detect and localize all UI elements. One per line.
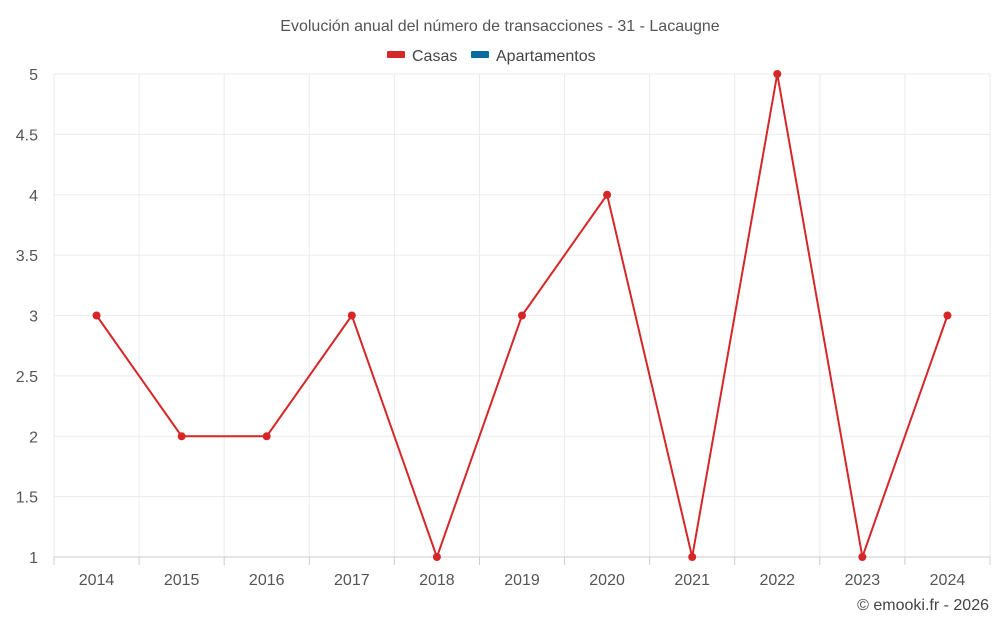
- data-point[interactable]: [688, 553, 697, 561]
- x-tick-label: 2020: [589, 572, 625, 589]
- data-point[interactable]: [603, 190, 612, 199]
- y-tick-label: 3: [29, 309, 38, 326]
- data-point[interactable]: [262, 432, 271, 441]
- data-point[interactable]: [177, 432, 186, 441]
- y-tick-label: 3.5: [16, 248, 38, 265]
- y-tick-label: 1.5: [16, 490, 38, 507]
- data-point[interactable]: [943, 311, 952, 320]
- x-tick-label: 2022: [759, 572, 795, 589]
- y-tick-label: 2: [29, 429, 38, 446]
- data-point[interactable]: [92, 311, 101, 320]
- legend-item-casas[interactable]: Casas: [387, 48, 457, 65]
- x-tick-label: 2017: [334, 572, 370, 589]
- data-point[interactable]: [518, 311, 526, 320]
- legend[interactable]: Casas Apartamentos: [387, 48, 596, 65]
- legend-label-apartamentos[interactable]: Apartamentos: [496, 48, 596, 65]
- y-tick-label: 5: [29, 67, 38, 84]
- y-tick-label: 4: [29, 188, 38, 205]
- data-point[interactable]: [432, 553, 441, 561]
- x-tick-label: 2014: [79, 572, 115, 589]
- x-tick-label: 2018: [419, 572, 455, 589]
- x-tick-label: 2024: [930, 572, 966, 589]
- chart-title: Evolución anual del número de transaccio…: [280, 18, 719, 35]
- series-layer: [92, 70, 952, 561]
- x-tick-label: 2019: [504, 572, 540, 589]
- x-tick-label: 2016: [249, 572, 285, 589]
- y-tick-label: 2.5: [16, 369, 38, 386]
- x-tick-label: 2023: [845, 572, 881, 589]
- y-tick-label: 4.5: [16, 127, 38, 144]
- data-point[interactable]: [858, 553, 867, 561]
- data-point[interactable]: [773, 70, 782, 78]
- y-tick-label: 1: [29, 550, 38, 567]
- legend-swatch-apartamentos: [471, 51, 489, 58]
- axis-layer: 1 1.5 2 2.5 3 3.5 4 4.5 5 2014 2015 2016 2017 2018 201…: [16, 67, 991, 589]
- x-tick-label: 2021: [674, 572, 710, 589]
- x-tick-label: 2015: [164, 572, 200, 589]
- data-point[interactable]: [347, 311, 356, 320]
- credit-text[interactable]: © emooki.fr - 2026: [857, 597, 989, 614]
- legend-item-apartamentos[interactable]: Apartamentos: [471, 48, 596, 65]
- legend-swatch-casas: [387, 51, 405, 58]
- legend-label-casas[interactable]: Casas: [412, 48, 457, 65]
